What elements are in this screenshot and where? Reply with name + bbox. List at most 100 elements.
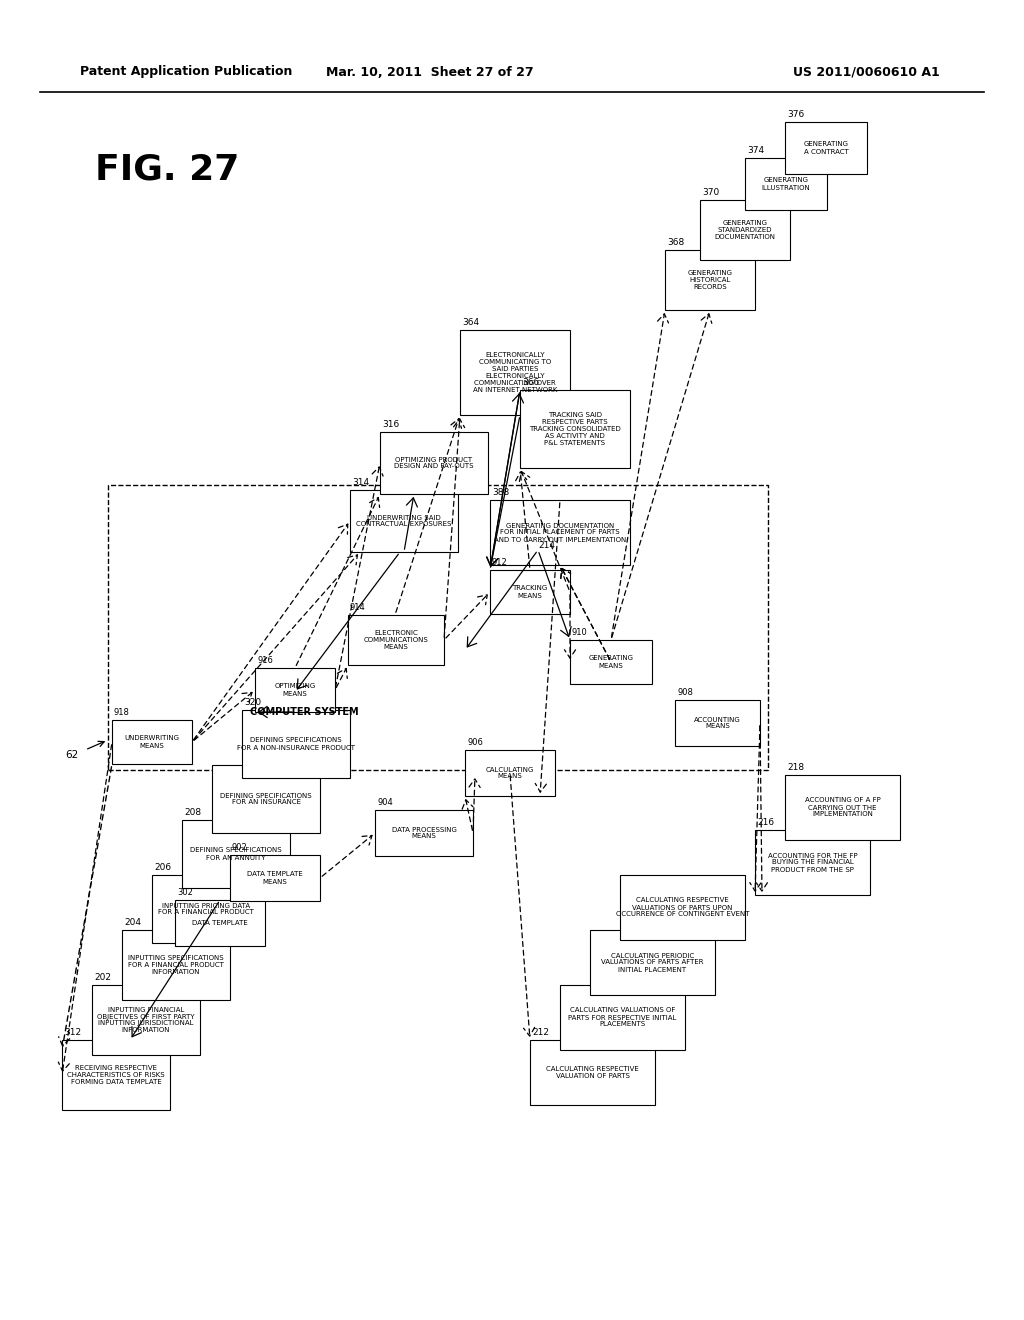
Text: 208: 208	[184, 808, 201, 817]
Bar	[700, 201, 790, 260]
Text: 364: 364	[462, 318, 479, 327]
Bar	[560, 985, 685, 1049]
Text: FIG. 27: FIG. 27	[95, 153, 240, 187]
Text: 914: 914	[350, 603, 366, 612]
Text: CALCULATING RESPECTIVE
VALUATION OF PARTS: CALCULATING RESPECTIVE VALUATION OF PART…	[546, 1067, 639, 1078]
Text: 366: 366	[522, 378, 540, 387]
Bar	[92, 985, 200, 1055]
Text: 388: 388	[492, 488, 509, 498]
Text: GENERATING
ILLUSTRATION: GENERATING ILLUSTRATION	[762, 177, 810, 190]
Bar	[152, 875, 260, 942]
Bar	[570, 640, 652, 684]
Bar	[122, 931, 230, 1001]
Text: 202: 202	[94, 973, 111, 982]
Text: 314: 314	[352, 478, 369, 487]
Text: 214: 214	[538, 540, 555, 549]
Bar	[745, 158, 827, 210]
Text: 906: 906	[467, 738, 483, 747]
Text: OPTIMIZING PRODUCT
DESIGN AND PAY-OUTS: OPTIMIZING PRODUCT DESIGN AND PAY-OUTS	[394, 457, 474, 470]
Bar	[675, 700, 760, 746]
Text: 918: 918	[114, 708, 130, 717]
Bar	[255, 668, 335, 711]
Text: ELECTRONICALLY
COMMUNICATING TO
SAID PARTIES
ELECTRONICALLY
COMMUNICATING OVER
A: ELECTRONICALLY COMMUNICATING TO SAID PAR…	[473, 352, 557, 393]
Text: 368: 368	[667, 238, 684, 247]
Text: ACCOUNTING OF A FP
CARRYING OUT THE
IMPLEMENTATION: ACCOUNTING OF A FP CARRYING OUT THE IMPL…	[805, 797, 881, 817]
Text: 218: 218	[787, 763, 804, 772]
Text: 320: 320	[244, 698, 261, 708]
Bar	[182, 820, 290, 888]
Bar	[375, 810, 473, 855]
Bar	[212, 766, 319, 833]
Text: 374: 374	[746, 147, 764, 154]
Text: 212: 212	[532, 1028, 549, 1038]
Text: 316: 316	[382, 420, 399, 429]
Text: 370: 370	[702, 187, 719, 197]
Text: GENERATING
A CONTRACT: GENERATING A CONTRACT	[804, 141, 849, 154]
Text: DATA PROCESSING
MEANS: DATA PROCESSING MEANS	[391, 826, 457, 840]
Text: ACCOUNTING FOR THE FP
BUYING THE FINANCIAL
PRODUCT FROM THE SP: ACCOUNTING FOR THE FP BUYING THE FINANCI…	[768, 853, 857, 873]
Bar	[348, 615, 444, 665]
Text: DATA TEMPLATE: DATA TEMPLATE	[193, 920, 248, 927]
Text: 62: 62	[65, 750, 78, 760]
Bar	[380, 432, 488, 494]
Text: DEFINING SPECIFICATIONS
FOR A NON-INSURANCE PRODUCT: DEFINING SPECIFICATIONS FOR A NON-INSURA…	[237, 738, 355, 751]
Text: CALCULATING PERIODIC
VALUATIONS OF PARTS AFTER
INITIAL PLACEMENT: CALCULATING PERIODIC VALUATIONS OF PARTS…	[601, 953, 703, 973]
Text: UNDERWRITING
MEANS: UNDERWRITING MEANS	[125, 735, 179, 748]
Bar	[230, 855, 319, 902]
Text: CALCULATING
MEANS: CALCULATING MEANS	[485, 767, 535, 780]
Text: RECEIVING RESPECTIVE
CHARACTERISTICS OF RISKS
FORMING DATA TEMPLATE: RECEIVING RESPECTIVE CHARACTERISTICS OF …	[68, 1065, 165, 1085]
Text: 216: 216	[757, 818, 774, 828]
Bar	[242, 710, 350, 777]
Bar	[785, 775, 900, 840]
Text: CALCULATING RESPECTIVE
VALUATIONS OF PARTS UPON
OCCURRENCE OF CONTINGENT EVENT: CALCULATING RESPECTIVE VALUATIONS OF PAR…	[615, 898, 750, 917]
Text: 376: 376	[787, 110, 804, 119]
Text: 312: 312	[63, 1028, 81, 1038]
Text: 904: 904	[377, 799, 393, 807]
Bar	[108, 484, 768, 770]
Text: ACCOUNTING
MEANS: ACCOUNTING MEANS	[694, 717, 741, 730]
Bar	[620, 875, 745, 940]
Text: 902: 902	[232, 843, 248, 851]
Bar	[350, 490, 458, 552]
Text: DEFINING SPECIFICATIONS
FOR AN INSURANCE: DEFINING SPECIFICATIONS FOR AN INSURANCE	[220, 792, 312, 805]
Text: Mar. 10, 2011  Sheet 27 of 27: Mar. 10, 2011 Sheet 27 of 27	[327, 66, 534, 78]
Text: 912: 912	[492, 558, 508, 568]
Bar	[665, 249, 755, 310]
Bar	[755, 830, 870, 895]
Bar	[62, 1040, 170, 1110]
Text: DATA TEMPLATE
MEANS: DATA TEMPLATE MEANS	[247, 871, 303, 884]
Text: TRACKING SAID
RESPECTIVE PARTS
TRACKING CONSOLIDATED
AS ACTIVITY AND
P&L STATEME: TRACKING SAID RESPECTIVE PARTS TRACKING …	[529, 412, 621, 446]
Text: CALCULATING VALUATIONS OF
PARTS FOR RESPECTIVE INITIAL
PLACEMENTS: CALCULATING VALUATIONS OF PARTS FOR RESP…	[568, 1007, 677, 1027]
Text: INPUTTING FINANCIAL
OBJECTIVES OF FIRST PARTY
INPUTTING JURISDICTIONAL
INFORMATI: INPUTTING FINANCIAL OBJECTIVES OF FIRST …	[97, 1006, 195, 1034]
Text: OPTIMIZING
MEANS: OPTIMIZING MEANS	[274, 684, 315, 697]
Text: 910: 910	[572, 628, 588, 638]
Bar	[460, 330, 570, 414]
Bar	[175, 900, 265, 946]
Text: GENERATING
STANDARDIZED
DOCUMENTATION: GENERATING STANDARDIZED DOCUMENTATION	[715, 220, 775, 240]
Bar	[520, 389, 630, 469]
Text: 204: 204	[124, 917, 141, 927]
Text: INPUTTING SPECIFICATIONS
FOR A FINANCIAL PRODUCT
INFORMATION: INPUTTING SPECIFICATIONS FOR A FINANCIAL…	[128, 954, 224, 975]
Text: GENERATING
HISTORICAL
RECORDS: GENERATING HISTORICAL RECORDS	[687, 271, 732, 290]
Text: COMPUTER SYSTEM: COMPUTER SYSTEM	[250, 708, 358, 717]
Text: 206: 206	[154, 863, 171, 873]
Text: ELECTRONIC
COMMUNICATIONS
MEANS: ELECTRONIC COMMUNICATIONS MEANS	[364, 630, 428, 649]
Text: US 2011/0060610 A1: US 2011/0060610 A1	[794, 66, 940, 78]
Bar	[490, 570, 570, 614]
Bar	[465, 750, 555, 796]
Text: INPUTTING PRICING DATA
FOR A FINANCIAL PRODUCT: INPUTTING PRICING DATA FOR A FINANCIAL P…	[158, 903, 254, 916]
Text: GENERATING
MEANS: GENERATING MEANS	[589, 656, 634, 668]
Text: 916: 916	[257, 656, 272, 665]
Text: 302: 302	[177, 888, 193, 898]
Bar	[530, 1040, 655, 1105]
Text: Patent Application Publication: Patent Application Publication	[80, 66, 293, 78]
Text: DEFINING SPECIFICATIONS
FOR AN ANNUITY: DEFINING SPECIFICATIONS FOR AN ANNUITY	[190, 847, 282, 861]
Text: GENERATING DOCUMENTATION
FOR INITIAL PLACEMENT OF PARTS
AND TO CARRY OUT IMPLEME: GENERATING DOCUMENTATION FOR INITIAL PLA…	[494, 523, 626, 543]
Text: TRACKING
MEANS: TRACKING MEANS	[512, 586, 548, 598]
Bar	[590, 931, 715, 995]
Bar	[112, 719, 193, 764]
Bar	[785, 121, 867, 174]
Text: 908: 908	[677, 688, 693, 697]
Bar	[490, 500, 630, 565]
Text: UNDERWRITING SAID
CONTRACTUAL EXPOSURES: UNDERWRITING SAID CONTRACTUAL EXPOSURES	[356, 515, 452, 528]
